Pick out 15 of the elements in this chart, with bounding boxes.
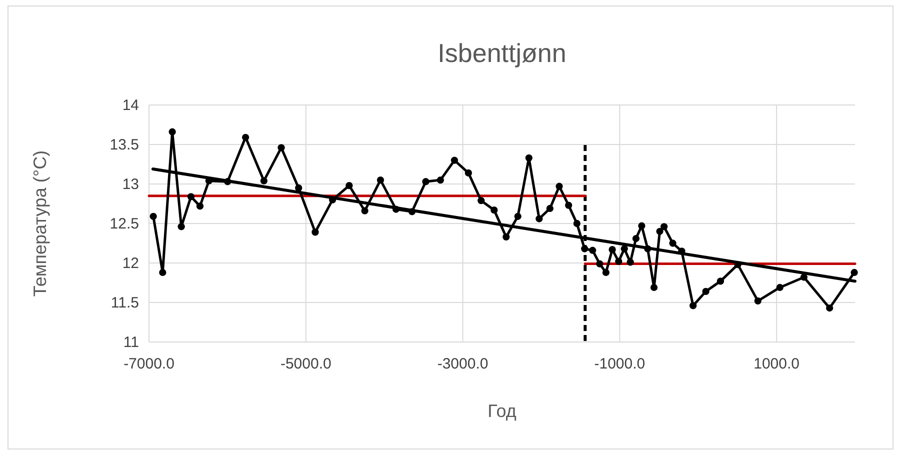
y-tick-label: 11: [123, 334, 139, 351]
x-tick-label: -7000.0: [124, 356, 174, 373]
x-axis-title: Год: [488, 401, 517, 421]
y-axis-title: Температура (°C): [30, 150, 50, 297]
x-tick-label: -3000.0: [437, 356, 488, 373]
y-tick-label: 11.5: [110, 294, 139, 312]
x-tick-label: -1000.0: [594, 356, 646, 373]
y-tick-label: 12.5: [110, 215, 139, 232]
y-tick-label: 13.5: [110, 136, 139, 154]
chart-title: Isbenttjønn: [438, 38, 566, 68]
y-tick-label: 12: [122, 254, 139, 272]
y-tick-label: 14: [122, 96, 139, 114]
x-tick-label: 1000.0: [754, 356, 800, 373]
x-tick-label: -5000.0: [280, 356, 332, 373]
y-tick-label: 13: [122, 176, 139, 193]
